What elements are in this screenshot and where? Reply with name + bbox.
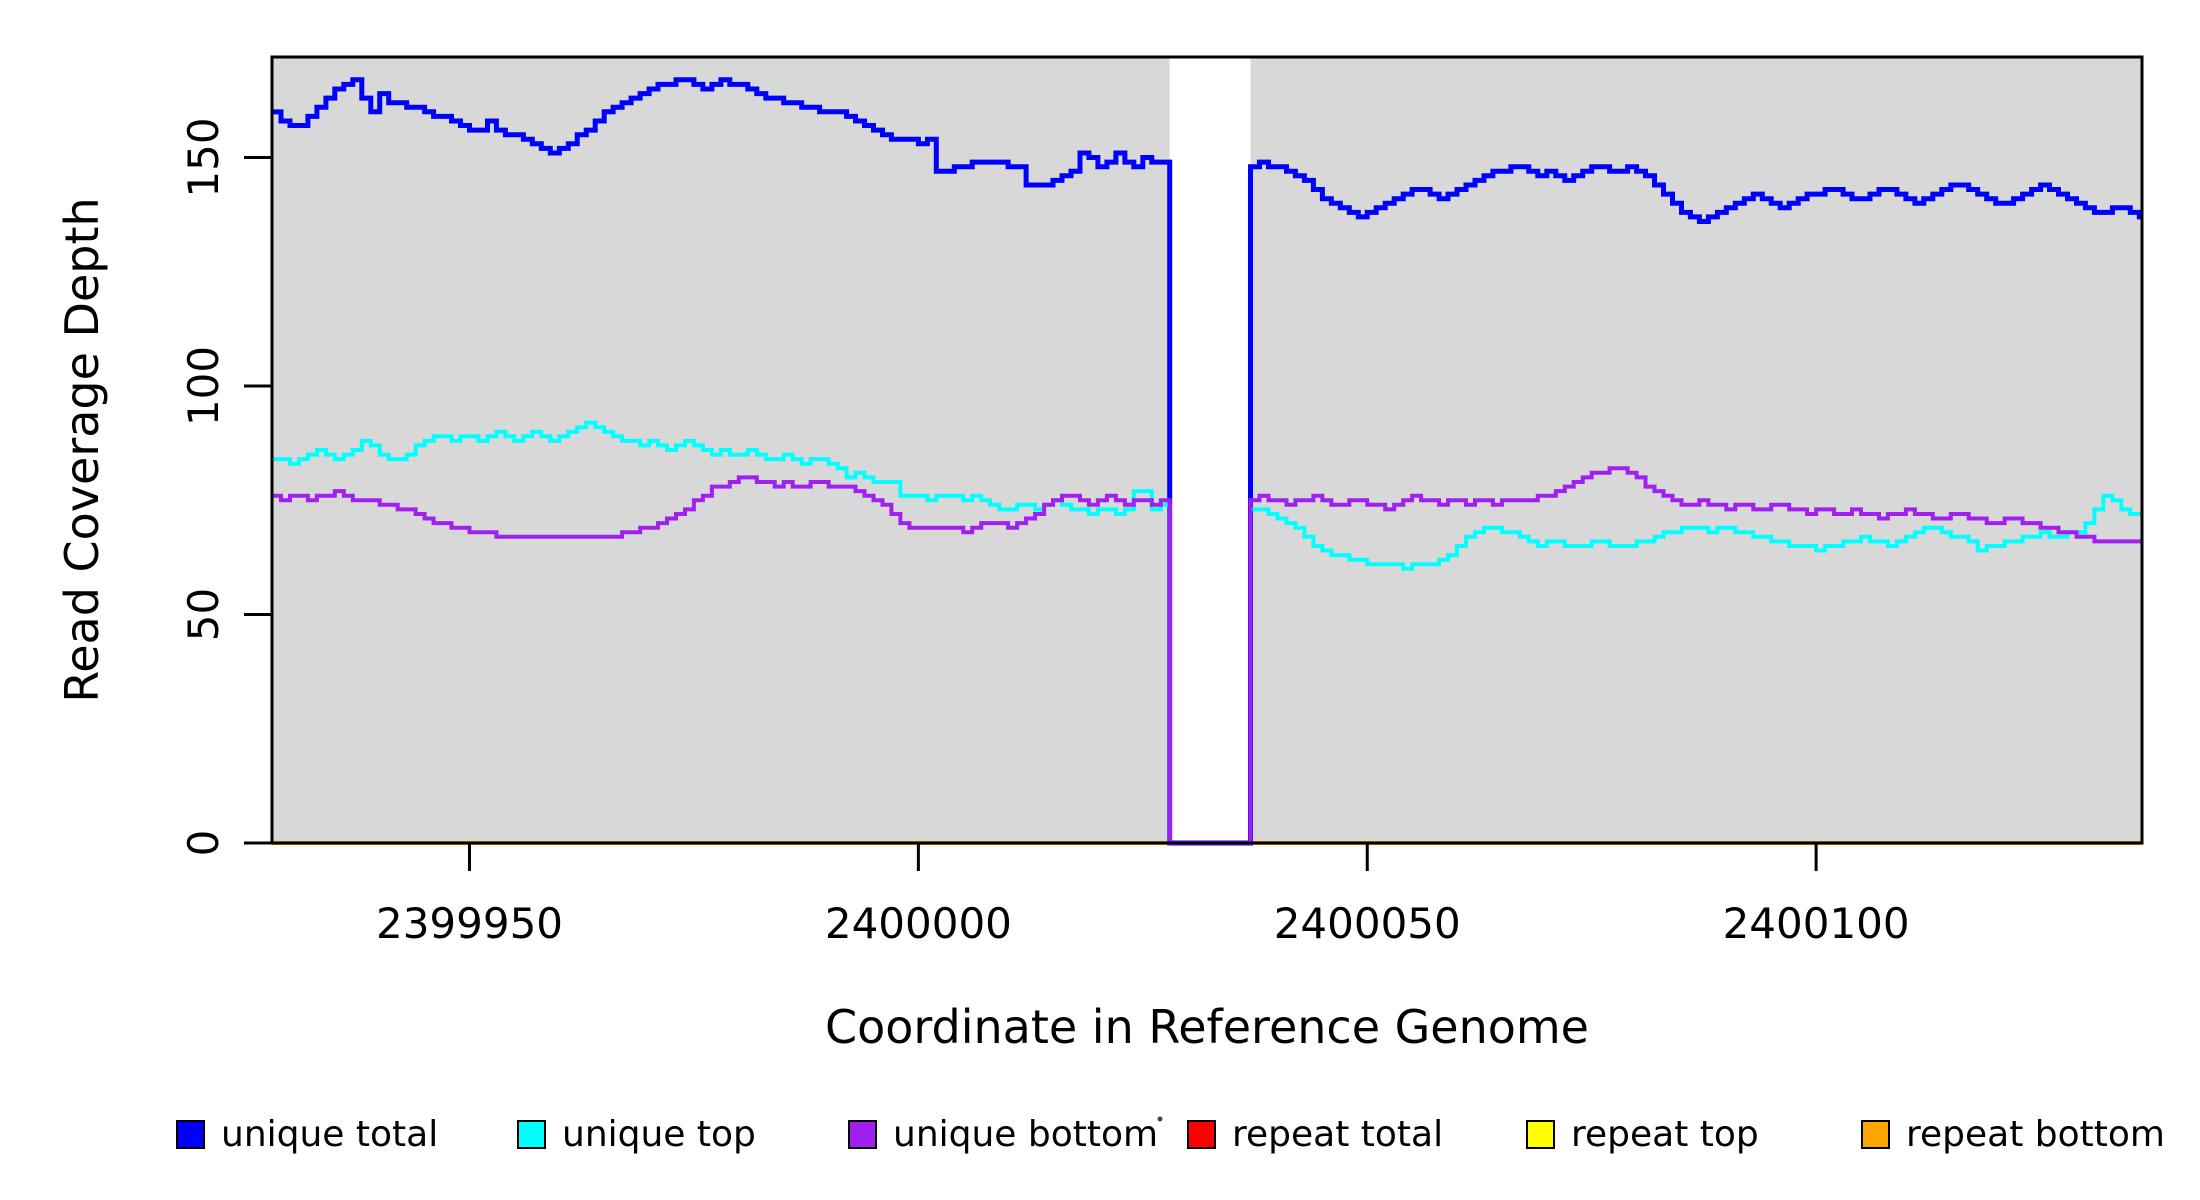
legend-label-repeat-total: repeat total (1232, 1114, 1443, 1155)
legend-item-unique-total: unique total (176, 1114, 438, 1155)
legend-item-repeat-bottom: repeat bottom (1861, 1114, 2165, 1155)
x-tick-label-2400050: 2400050 (1274, 899, 1461, 948)
plot-border (270, 55, 2144, 845)
legend-item-unique-bottom: unique bottom (848, 1114, 1158, 1155)
repeat-top-swatch (1526, 1120, 1555, 1149)
y-tick-label-100: 100 (179, 346, 228, 426)
legend-item-repeat-top: repeat top (1526, 1114, 1759, 1155)
legend-label-unique-top: unique top (562, 1114, 756, 1155)
legend-label-repeat-top: repeat top (1571, 1114, 1759, 1155)
series-unique-total (272, 77, 2142, 846)
stray-dot (1157, 1116, 1163, 1122)
repeat-bottom-swatch (1861, 1120, 1890, 1149)
unique-bottom-swatch (848, 1120, 877, 1149)
panel-right-segment (1250, 57, 2142, 843)
y-tick-label-50: 50 (179, 588, 228, 641)
unique-total-swatch (176, 1120, 205, 1149)
repeat-total-swatch (1187, 1120, 1216, 1149)
legend: unique total unique top unique bottom re… (176, 1114, 2165, 1155)
y-tick-label-0: 0 (179, 830, 228, 857)
x-tick-label-2399950: 2399950 (376, 899, 563, 948)
legend-label-unique-total: unique total (221, 1114, 438, 1155)
legend-item-unique-top: unique top (517, 1114, 756, 1155)
y-axis-ticks (244, 156, 272, 845)
x-axis-ticks (468, 843, 1818, 871)
x-tick-label-2400000: 2400000 (825, 899, 1012, 948)
y-axis-tick-labels: 0 50 100 150 (179, 117, 228, 856)
masked-gap-region (1169, 57, 1251, 843)
plot-panel (272, 57, 2142, 843)
x-axis-tick-labels: 2399950 2400000 2400050 2400100 (376, 899, 1910, 948)
legend-item-repeat-total: repeat total (1187, 1114, 1443, 1155)
x-tick-label-2400100: 2400100 (1723, 899, 1910, 948)
x-axis-title: Coordinate in Reference Genome (825, 1000, 1589, 1054)
y-axis-title: Read Coverage Depth (55, 197, 109, 702)
y-tick-label-150: 150 (179, 117, 228, 197)
unique-top-swatch (517, 1120, 546, 1149)
legend-label-unique-bottom: unique bottom (893, 1114, 1158, 1155)
legend-label-repeat-bottom: repeat bottom (1906, 1114, 2165, 1155)
